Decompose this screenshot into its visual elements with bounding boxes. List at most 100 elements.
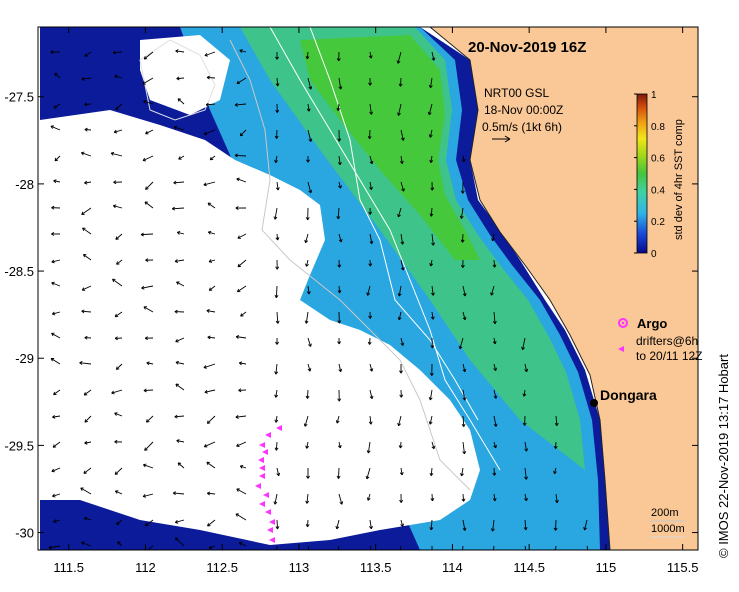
current-vector-head: [81, 76, 85, 81]
current-vector-head: [176, 230, 181, 235]
current-vector: [116, 519, 123, 525]
current-vector: [176, 281, 185, 287]
current-vector-head: [427, 111, 432, 116]
current-vector: [240, 311, 247, 317]
current-vector-head: [205, 102, 209, 107]
current-vector-head: [209, 156, 214, 161]
current-vector: [493, 441, 497, 449]
current-vector: [234, 103, 247, 106]
current-vector-head: [239, 49, 243, 53]
current-vector-head: [368, 55, 373, 59]
current-vector-head: [80, 487, 84, 491]
current-vector: [462, 519, 466, 531]
current-vector: [83, 254, 92, 261]
current-vector: [524, 467, 527, 480]
current-vector: [114, 129, 123, 133]
current-vector-head: [113, 180, 117, 185]
current-vector-head: [369, 525, 373, 530]
current-vector: [367, 493, 371, 501]
y-tick-label: -30: [15, 526, 34, 541]
current-vector: [80, 487, 92, 495]
current-vector-head: [462, 397, 467, 401]
drifter-marker: [259, 465, 265, 471]
colorbar: 0 0.2 0.4 0.6 0.8 1 std dev of 4hr SST comp: [634, 90, 685, 260]
current-vector-head: [400, 342, 405, 346]
current-vector-head: [274, 294, 279, 299]
current-vector: [83, 389, 92, 396]
current-vector-head: [206, 420, 211, 424]
current-vector: [237, 233, 247, 239]
current-vector: [142, 155, 154, 162]
current-vector: [236, 77, 247, 84]
current-vector: [398, 415, 402, 426]
current-vector-head: [84, 335, 88, 340]
isobath-200m-label: 200m: [651, 507, 679, 519]
current-vector: [462, 493, 465, 502]
current-vector: [493, 389, 497, 399]
current-vector: [203, 363, 216, 369]
current-vector-head: [51, 468, 55, 473]
current-vector-head: [462, 368, 467, 373]
current-vector: [238, 542, 247, 547]
current-vector: [307, 181, 312, 194]
argo-marker-icon: [618, 318, 628, 328]
current-vector-head: [171, 206, 176, 211]
current-vector: [207, 336, 216, 339]
current-vector: [204, 389, 216, 393]
current-vector-head: [339, 501, 344, 505]
current-vector: [51, 467, 61, 472]
current-vector-head: [306, 475, 310, 479]
current-vector: [461, 467, 464, 476]
current-vector-head: [461, 423, 466, 427]
current-vector: [173, 181, 185, 184]
current-vector-head: [114, 490, 119, 494]
current-vector-head: [81, 309, 85, 314]
current-vector: [431, 311, 434, 320]
current-vectors: [48, 49, 589, 558]
dongara-marker: [590, 399, 598, 407]
current-vector: [337, 103, 340, 111]
current-vector-head: [275, 237, 280, 241]
current-vector-head: [337, 161, 342, 166]
current-vector-head: [305, 217, 310, 221]
current-vector-head: [51, 332, 55, 337]
current-vector-head: [174, 414, 178, 419]
current-vector: [48, 545, 61, 549]
current-vector: [429, 415, 433, 425]
current-vector: [84, 517, 92, 521]
current-vector-head: [50, 125, 54, 129]
current-vector-head: [305, 263, 309, 267]
current-vector: [176, 440, 185, 443]
current-vector-head: [335, 525, 340, 530]
current-vector: [430, 467, 433, 476]
current-vector-head: [493, 444, 497, 449]
current-vector-head: [208, 259, 213, 263]
current-vector-head: [306, 108, 311, 112]
current-vector-head: [175, 338, 179, 343]
current-vector-head: [275, 555, 278, 558]
current-vector: [208, 545, 216, 549]
current-vector: [460, 207, 464, 219]
current-vector: [338, 77, 342, 90]
drifter-tracks: [255, 425, 282, 543]
current-vector-head: [207, 523, 211, 527]
current-vector-head: [428, 84, 433, 89]
current-vector: [307, 363, 311, 372]
colorbar-tick-label: 0.2: [651, 217, 665, 228]
current-vector-head: [53, 105, 57, 109]
current-vector: [112, 51, 123, 54]
current-vector: [369, 519, 372, 529]
current-vector-head: [308, 550, 311, 553]
sst-field-green: [240, 27, 585, 470]
current-vector: [144, 201, 154, 209]
drifter-marker-icon: [618, 346, 624, 352]
current-vector: [524, 545, 527, 550]
current-vector: [175, 361, 185, 365]
current-vector-head: [368, 82, 373, 86]
current-vector: [81, 310, 92, 313]
current-vector-head: [235, 513, 239, 517]
current-vector-head: [401, 188, 405, 192]
current-vector: [50, 125, 61, 131]
current-vector: [143, 306, 154, 313]
